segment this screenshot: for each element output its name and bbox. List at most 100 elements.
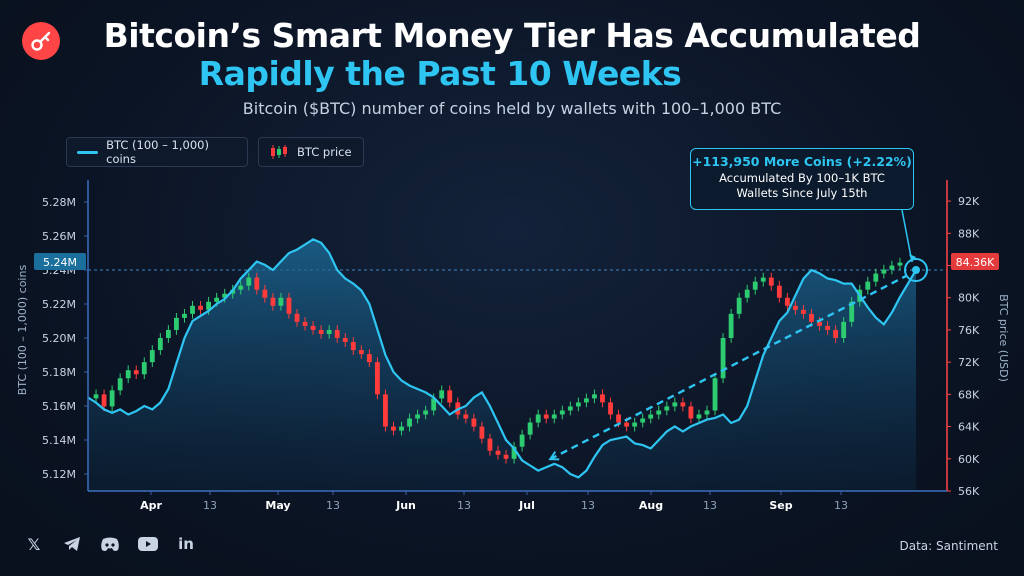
x-tick-label: Sep [769,499,792,512]
price-candle [600,394,605,403]
price-candle [318,329,324,334]
price-candle [640,418,646,423]
price-candle [632,422,638,427]
price-candle [825,325,830,330]
current-value-dot [912,266,920,274]
right-tick-label: 72K [958,356,980,369]
price-candle [326,329,332,334]
price-candle [206,301,211,310]
right-tick-label: 88K [958,227,980,240]
price-candle [503,454,509,459]
price-candle [656,410,662,415]
price-candle [559,410,565,415]
trend-arrow-head [548,451,560,461]
price-candle [793,305,798,310]
annotation-pointer-head [909,254,916,262]
price-candle [149,350,155,363]
price-candle [238,285,244,290]
left-current-label: 5.24M [43,256,77,269]
price-candle [246,277,252,286]
annotation-box: +113,950 More Coins (+2.22%) Accumulated… [690,148,914,210]
left-tick-label: 5.18M [42,366,76,379]
price-candle [374,362,380,395]
linkedin-icon[interactable]: in [178,535,194,553]
telegram-icon[interactable] [62,534,82,554]
price-candle [592,394,597,399]
legend-price-label: BTC price [297,145,352,159]
x-tick-label: 13 [834,499,848,512]
price-candle [165,329,171,338]
price-candle [583,398,589,403]
left-axis-label: BTC (100 – 1,000) coins [16,265,29,396]
price-candle [873,273,879,282]
current-value-ring [904,258,928,282]
price-candle [350,342,356,351]
price-candle [817,321,822,326]
price-candle [511,446,517,459]
data-source: Data: Santiment [899,539,998,553]
left-tick-label: 5.14M [42,434,76,447]
annotation-line-2: Accumulated By 100–1K BTC [719,171,885,185]
legend-price[interactable]: BTC price [258,137,364,167]
coins-line [87,238,917,479]
right-tick-label: 80K [958,292,980,305]
annotation-pointer [901,209,913,263]
left-tick-label: 5.12M [42,468,76,481]
price-candle [672,402,678,407]
youtube-icon[interactable] [138,534,158,554]
price-candle [174,317,179,330]
price-candle [744,289,750,298]
x-icon[interactable]: 𝕏 [27,534,41,554]
price-candle [648,414,654,419]
trend-arrow-line [549,274,907,461]
right-axis-label: BTC price (USD) [997,294,1010,382]
price-candle [833,329,839,338]
price-candle [447,390,453,403]
price-candle [575,402,581,407]
price-candle [728,313,734,338]
price-candle [270,297,276,306]
price-candle [535,414,541,423]
right-current-label: 84.36K [956,256,995,269]
price-candle [302,321,308,326]
price-candle [495,450,501,455]
x-tick-label: 13 [203,499,217,512]
price-candle [101,394,107,407]
left-tick-label: 5.20M [42,332,76,345]
price-candle [801,309,806,314]
legend-coins[interactable]: BTC (100 – 1,000) coins [66,137,248,167]
right-tick-label: 68K [958,388,980,401]
subtitle: Bitcoin ($BTC) number of coins held by w… [242,99,782,118]
price-candle [133,370,139,375]
price-candle [366,354,372,363]
price-candle [439,390,445,399]
price-candle [198,305,203,310]
santiment-logo[interactable] [22,22,60,60]
right-tick-label: 64K [958,421,980,434]
x-tick-label: Jul [518,499,535,512]
price-candle [616,414,621,423]
price-candle [736,297,742,314]
right-tick-label: 76K [958,324,980,337]
x-tick-label: Aug [639,499,663,512]
right-current-badge [951,253,999,270]
left-tick-label: 5.26M [42,230,76,243]
social-links: 𝕏 in [24,534,196,554]
price-candle [865,281,871,290]
left-tick-label: 5.16M [42,400,76,413]
price-candle [286,297,292,314]
price-candle [889,265,895,270]
price-candle [720,338,726,379]
price-candle [768,277,774,286]
discord-icon[interactable] [100,534,120,554]
left-tick-label: 5.22M [42,298,76,311]
price-candle [431,398,437,411]
price-candle [567,406,573,411]
annotation-line-1: +113,950 More Coins (+2.22%) [692,154,912,169]
title-line-1: Bitcoin’s Smart Money Tier Has Accumulat… [103,16,921,55]
price-candle [182,313,187,318]
price-candle [784,297,790,306]
price-candle [752,281,758,290]
price-candle [399,426,404,431]
